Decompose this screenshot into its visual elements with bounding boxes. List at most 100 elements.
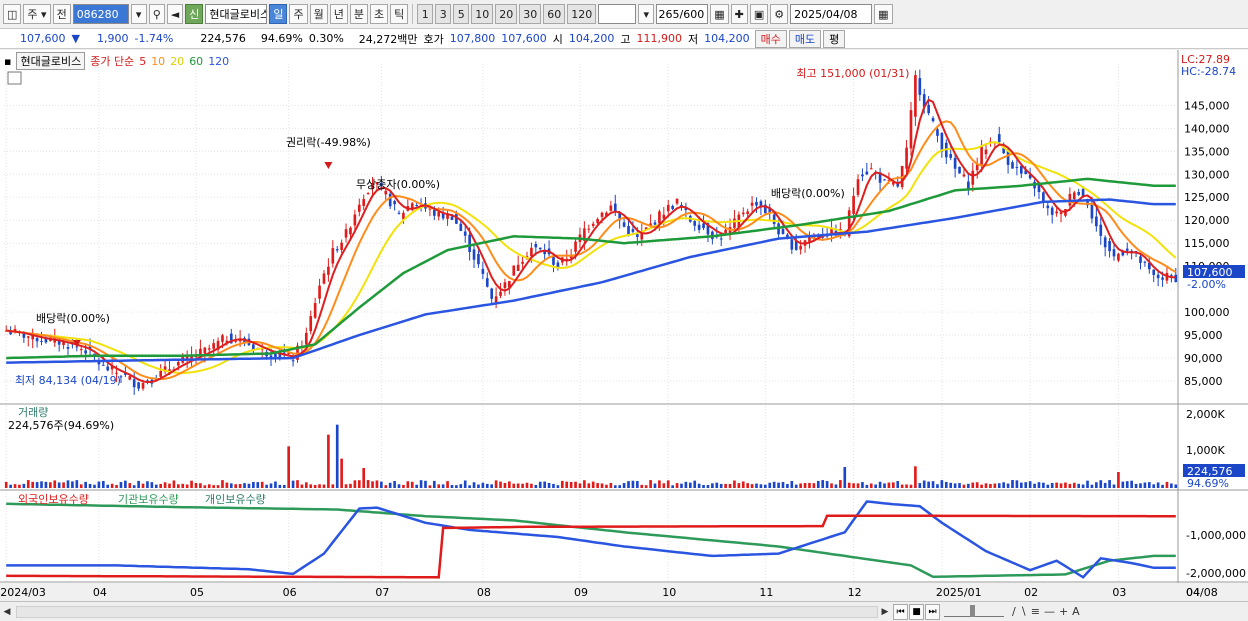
- text-tool-icon[interactable]: A: [1072, 605, 1080, 618]
- period-minute[interactable]: 분: [349, 4, 368, 24]
- legend-ma120[interactable]: 120: [208, 54, 230, 68]
- period-second[interactable]: 초: [369, 4, 389, 24]
- volume-bar: [1037, 482, 1041, 488]
- candle-body: [88, 346, 92, 350]
- legend-ma10[interactable]: 10: [151, 54, 166, 68]
- volume-bar: [79, 484, 83, 488]
- volume-bar: [371, 481, 374, 488]
- sell-button[interactable]: 매도: [788, 29, 822, 48]
- period-tick[interactable]: 틱: [390, 4, 409, 24]
- interval-10[interactable]: 10: [471, 4, 494, 24]
- interval-20[interactable]: 20: [495, 4, 518, 24]
- period-year[interactable]: 년: [329, 4, 348, 24]
- volume-bar: [57, 482, 61, 488]
- candle-body: [927, 104, 930, 114]
- search-icon[interactable]: ⚲: [148, 4, 165, 24]
- buy-button[interactable]: 매수: [754, 29, 787, 48]
- interval-120[interactable]: 120: [567, 4, 597, 24]
- candle-body: [234, 340, 238, 342]
- volume-bar: [843, 467, 847, 488]
- candle-body: [344, 229, 348, 238]
- candle-body: [781, 229, 785, 235]
- candle-body: [481, 268, 485, 274]
- volume-bar: [892, 482, 895, 488]
- volume-bar: [808, 482, 811, 488]
- pause-icon[interactable]: ■: [909, 603, 924, 620]
- candle-body: [1103, 237, 1107, 248]
- scroll-last-icon[interactable]: ⏭: [925, 603, 940, 620]
- zoom-out-icon[interactable]: —: [1043, 605, 1055, 618]
- volume-bar: [331, 484, 335, 488]
- legend-ma5[interactable]: 5: [139, 54, 147, 68]
- volume-bar: [477, 484, 480, 488]
- volume-bar: [609, 482, 613, 488]
- volume-axis-label: 1,000K: [1186, 444, 1225, 457]
- volume-bar: [1130, 480, 1133, 488]
- volume-bar: [349, 483, 352, 488]
- interval-5[interactable]: 5: [453, 4, 470, 24]
- legend-ma20[interactable]: 20: [170, 54, 185, 68]
- volume-bar: [172, 480, 176, 488]
- candle-body: [861, 174, 864, 177]
- save-icon[interactable]: ▣: [749, 4, 769, 24]
- draw-tool-icon[interactable]: ✚: [730, 4, 748, 24]
- candle-body: [530, 247, 533, 257]
- line-tool-icon[interactable]: ∕: [1012, 605, 1016, 618]
- count-input[interactable]: 265/600: [656, 4, 709, 24]
- count-value: 265: [658, 7, 680, 21]
- volume-bar: [1086, 480, 1089, 488]
- interval-custom-input[interactable]: [598, 4, 637, 24]
- candle-body: [587, 228, 591, 230]
- fib-tool-icon[interactable]: ≡: [1030, 605, 1040, 618]
- volume-bar: [1006, 483, 1010, 488]
- volume-bar: [22, 483, 26, 488]
- window-menu-icon[interactable]: ◫: [3, 4, 22, 24]
- volume-bar: [1068, 483, 1072, 488]
- volume-bar: [1090, 484, 1094, 488]
- sound-icon[interactable]: ◄: [166, 4, 184, 24]
- market-select[interactable]: 주 ▾: [23, 4, 51, 24]
- volume-bar: [84, 481, 87, 488]
- legend-stock-name[interactable]: 현대글로비스: [16, 52, 86, 70]
- code-dropdown-icon[interactable]: ▾: [130, 4, 147, 24]
- interval-3[interactable]: 3: [435, 4, 452, 24]
- settings-gear-icon[interactable]: ⚙: [770, 4, 789, 24]
- interval-60[interactable]: 60: [543, 4, 566, 24]
- volume-bar: [71, 481, 74, 488]
- date-input[interactable]: 2025/04/08: [790, 4, 873, 24]
- price-change-pct: -1.74%: [134, 32, 174, 45]
- signal-button[interactable]: 신: [185, 4, 204, 24]
- prefix-button[interactable]: 전: [52, 4, 71, 24]
- period-day[interactable]: 일: [269, 4, 288, 24]
- candle-body: [1015, 166, 1019, 168]
- interval-30[interactable]: 30: [519, 4, 542, 24]
- candle-body: [221, 335, 224, 342]
- candle-body: [772, 214, 776, 225]
- eval-button[interactable]: 평: [823, 29, 846, 48]
- volume-bar: [508, 481, 511, 488]
- scroll-first-icon[interactable]: ⏮: [893, 603, 908, 620]
- calendar-icon[interactable]: ▦: [874, 4, 893, 24]
- chart-area[interactable]: LC:27.89 HC:-28.74 145,000 140,000 135,000 13…: [0, 50, 1248, 601]
- scroll-right-icon[interactable]: ▶: [881, 606, 889, 617]
- stock-code-input[interactable]: 086280: [72, 4, 129, 24]
- scroll-left-icon[interactable]: ◀: [3, 606, 11, 617]
- scroll-track[interactable]: [16, 605, 878, 618]
- period-week[interactable]: 주: [289, 4, 308, 24]
- interval-dropdown-icon[interactable]: ▾: [638, 4, 655, 24]
- legend-ma60[interactable]: 60: [189, 54, 204, 68]
- candle-type-icon[interactable]: ▦: [710, 4, 729, 24]
- interval-1[interactable]: 1: [417, 4, 434, 24]
- volume-bar: [9, 484, 12, 488]
- stock-name-field[interactable]: 현대글로비스: [205, 4, 268, 24]
- volume-bar: [719, 483, 723, 488]
- zoom-slider-knob[interactable]: [970, 604, 975, 617]
- trend-tool-icon[interactable]: ∖: [1019, 605, 1027, 618]
- dividend-annotation-2: 배당락(0.00%): [771, 187, 845, 200]
- period-month[interactable]: 월: [309, 4, 328, 24]
- zoom-slider[interactable]: [944, 604, 1004, 617]
- zoom-in-icon[interactable]: +: [1058, 605, 1069, 618]
- volume-bar: [1099, 480, 1103, 488]
- volume-bar: [313, 485, 317, 488]
